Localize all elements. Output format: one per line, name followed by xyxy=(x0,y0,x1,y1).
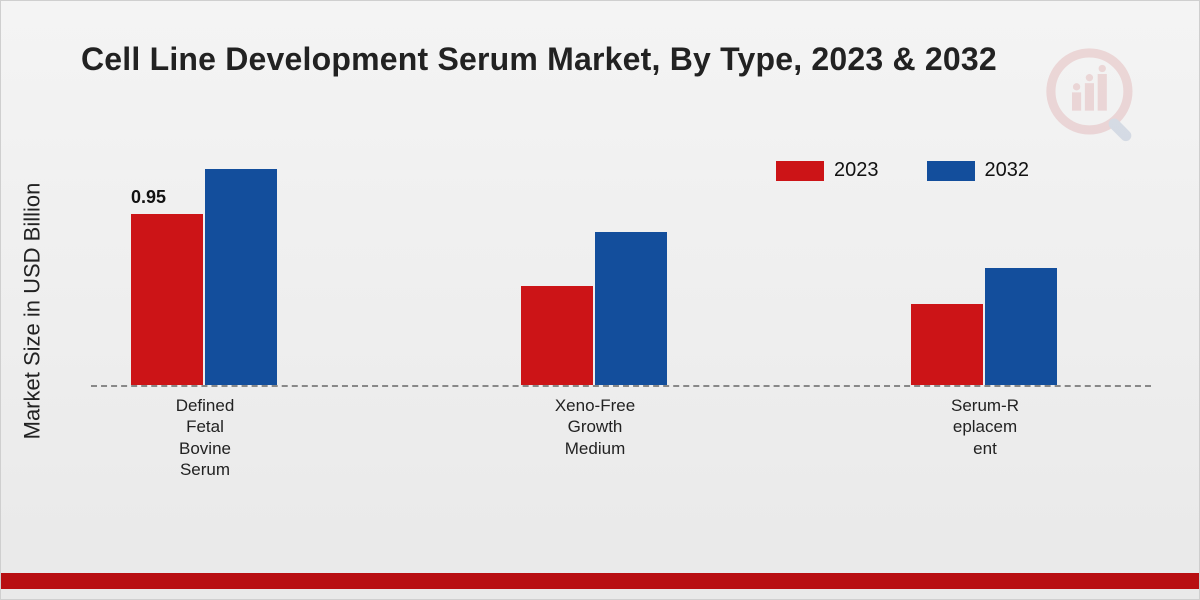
baseline xyxy=(91,385,1151,387)
bar-group-2: Serum-Replacement xyxy=(911,268,1057,385)
bar-2032-cat0 xyxy=(205,169,277,385)
bar-group-1: Xeno-FreeGrowthMedium xyxy=(521,232,667,385)
footer-accent-bar xyxy=(1,573,1199,589)
bar-2032-cat1 xyxy=(595,232,667,385)
y-axis-label-wrap: Market Size in USD Billion xyxy=(17,141,47,481)
bar-2023-cat1 xyxy=(521,286,593,385)
chart-canvas: Cell Line Development Serum Market, By T… xyxy=(0,0,1200,600)
x-category-label-0: DefinedFetalBovineSerum xyxy=(125,395,285,480)
y-axis-label: Market Size in USD Billion xyxy=(19,183,45,440)
x-category-label-1: Xeno-FreeGrowthMedium xyxy=(515,395,675,459)
bar-value-label-cat0: 0.95 xyxy=(131,187,166,208)
chart-title: Cell Line Development Serum Market, By T… xyxy=(81,41,997,78)
x-category-label-2: Serum-Replacement xyxy=(905,395,1065,459)
bar-group-0: 0.95 DefinedFetalBovineSerum xyxy=(131,169,277,385)
plot-area: 0.95 DefinedFetalBovineSerum Xeno-FreeGr… xyxy=(91,151,1151,411)
bar-2032-cat2 xyxy=(985,268,1057,385)
bar-2023-cat0 xyxy=(131,214,203,385)
bar-2023-cat2 xyxy=(911,304,983,385)
brand-logo-icon xyxy=(1039,41,1149,151)
